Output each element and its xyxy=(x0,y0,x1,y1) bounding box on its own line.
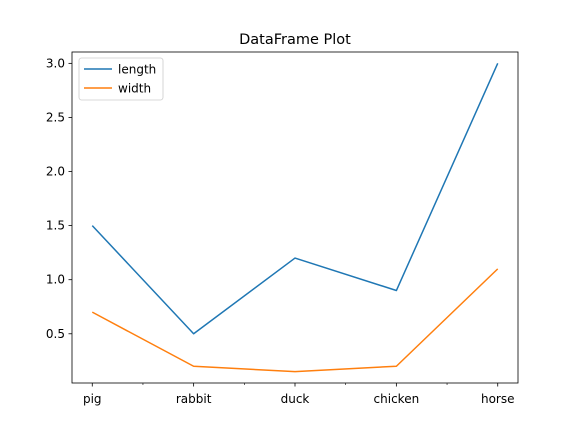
x-tick-label: duck xyxy=(281,392,310,406)
y-tick-label: 0.5 xyxy=(46,327,65,341)
y-tick-label: 1.0 xyxy=(46,273,65,287)
x-tick-label: chicken xyxy=(374,392,420,406)
series-line-width xyxy=(91,268,499,373)
chart-title: DataFrame Plot xyxy=(239,32,351,48)
y-tick-label: 2.5 xyxy=(46,110,65,124)
y-tick-label: 1.5 xyxy=(46,219,65,233)
y-tick-label: 2.0 xyxy=(46,165,65,179)
y-tick-label: 3.0 xyxy=(46,56,65,70)
series-line-length xyxy=(91,63,499,335)
legend-label-length: length xyxy=(118,62,156,76)
plot-area: 0.5 1.0 1.5 2.0 2.5 3.0 pig rabbit duck chicken ho… xyxy=(46,56,515,406)
x-tick-label: horse xyxy=(481,392,515,406)
x-tick-label: pig xyxy=(83,392,102,406)
legend-label-width: width xyxy=(118,81,151,95)
axes-frame xyxy=(71,51,519,384)
x-tick-label: rabbit xyxy=(176,392,212,406)
legend: length width xyxy=(78,57,164,101)
